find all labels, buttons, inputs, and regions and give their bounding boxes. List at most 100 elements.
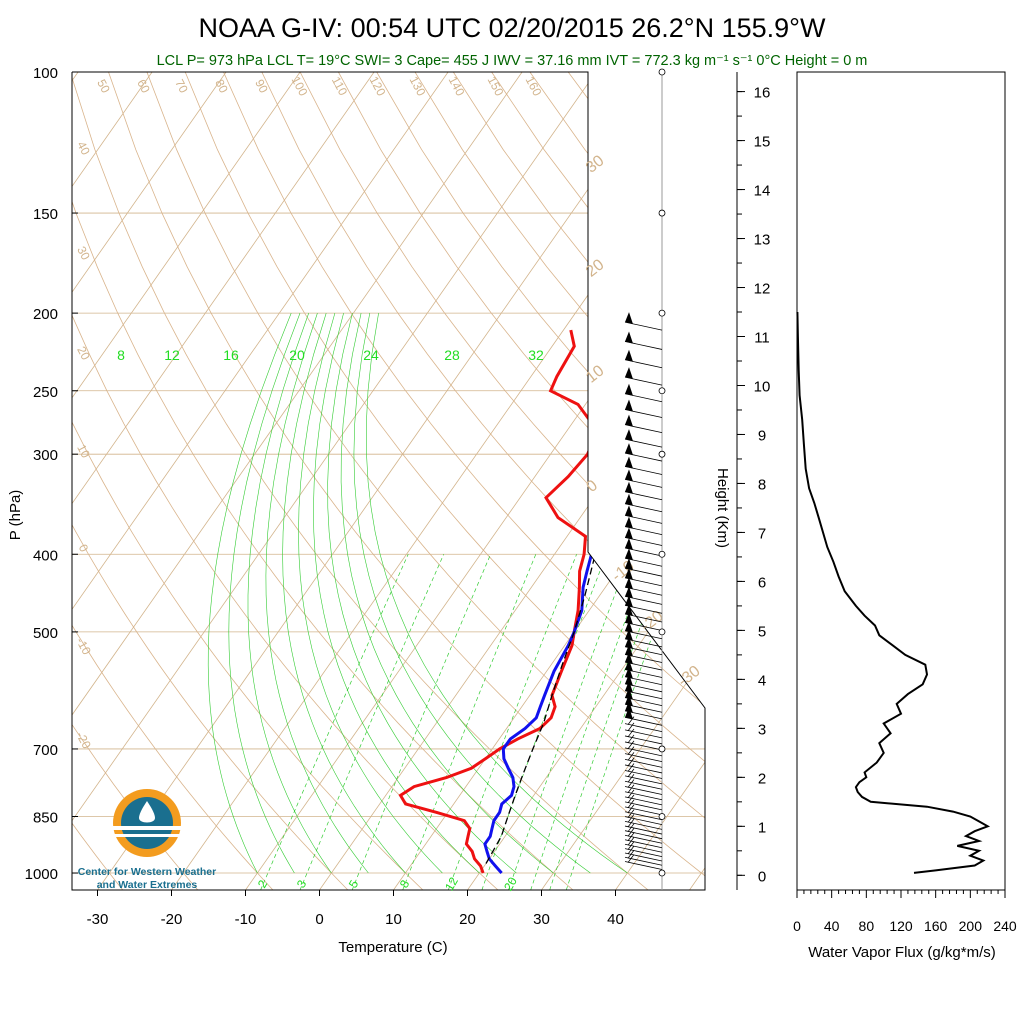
mixing-ratio-line [508, 554, 631, 890]
height-tick-label: 11 [754, 330, 770, 347]
wind-barb [624, 801, 663, 811]
wind-barb-feather [627, 779, 635, 788]
chart-title: NOAA G-IV: 00:54 UTC 02/20/2015 26.2°N 1… [199, 13, 826, 43]
cw3e-logo: Center for Western Weather and Water Ext… [78, 789, 216, 891]
x-tick-label: -10 [235, 911, 257, 928]
x-tick-label: 10 [385, 911, 402, 928]
skew-t-frame [71, 71, 706, 891]
wind-barb [624, 741, 663, 751]
isotherm-label: 100 [289, 74, 311, 99]
wind-barb-flag [625, 383, 633, 396]
moist-adiabat [340, 313, 554, 874]
y-tick-label: 400 [33, 547, 58, 564]
wind-barb-flag [625, 567, 633, 580]
y-tick-label: 700 [33, 742, 58, 759]
wind-barb-feather [627, 740, 635, 750]
wind-barb-feather [627, 794, 635, 804]
wind-barb-flag [625, 469, 633, 482]
moist-adiabat [313, 313, 480, 874]
wind-barb-flag [625, 687, 633, 700]
wind-barb-flag [625, 493, 633, 506]
isotherm-label: 160 [523, 74, 545, 99]
wind-barb [624, 770, 663, 779]
wind-barb [624, 753, 663, 763]
wind-barb-flag [625, 399, 633, 412]
isotherm [72, 72, 523, 890]
flux-tick-label: 240 [993, 918, 1017, 934]
wind-barb-feather [627, 828, 635, 837]
wind-barb-flag [625, 586, 633, 599]
wind-barb-flag [625, 331, 633, 344]
wind-barb-flag [625, 516, 633, 529]
isotherm [319, 72, 705, 890]
barb-station-circle [658, 68, 666, 76]
isotherm [615, 72, 705, 890]
wind-barb-flag [625, 636, 633, 649]
mixing-ratio-label: 8 [397, 877, 413, 890]
barb-station-circle [658, 628, 666, 636]
barb-station-circle [658, 745, 666, 753]
x-axis-label: Temperature (C) [338, 939, 447, 956]
moist-adiabat [298, 313, 443, 874]
wind-barb-flag [625, 680, 633, 693]
dry-adiabat [529, 72, 705, 890]
moist-adiabat [228, 312, 301, 874]
mixing-ratio-line [530, 554, 651, 890]
isotherm [467, 72, 705, 890]
height-tick-label: 1 [758, 819, 766, 836]
isotherm-label: 90 [252, 77, 271, 96]
wind-barb-flag [625, 707, 633, 720]
mixing-ratio-label: 20 [501, 874, 520, 893]
wind-barb-feather [627, 845, 635, 855]
flux-tick-label: 40 [824, 918, 840, 934]
height-tick-label: 12 [754, 281, 771, 298]
y-tick-label: 150 [33, 206, 58, 223]
wind-barb [624, 764, 663, 774]
isotherm-label: -20 [73, 729, 94, 751]
mixing-ratio-label: 20 [289, 347, 305, 363]
skew-t-axes: 50 60 70 80 90 100 110 120 130 140 150 160403020100… [25, 65, 704, 928]
height-tick-label: 10 [754, 378, 771, 395]
isotherm [171, 72, 705, 890]
y-tick-label: 250 [33, 384, 58, 401]
wind-barb [624, 758, 663, 768]
mixing-ratio-label: 8 [117, 347, 125, 363]
height-tick-label: 6 [758, 574, 766, 591]
isotherm [72, 72, 301, 890]
logo-wave-2 [113, 834, 181, 837]
wind-barb-flag [625, 666, 633, 679]
height-tick-label: 14 [754, 183, 771, 200]
height-tick-label: 0 [758, 868, 766, 885]
x-tick-label: 20 [459, 911, 476, 928]
dry-adiabat [184, 72, 705, 890]
dry-adiabat [72, 72, 199, 890]
wind-barb-feather [627, 804, 635, 813]
dry-adiabat [338, 72, 705, 890]
isotherm-label: 40 [74, 139, 93, 158]
wind-barb-flag [625, 577, 633, 590]
dry-adiabat-label: -30 [675, 663, 704, 691]
mixing-ratio-line [549, 554, 668, 890]
wind-barb-feather [627, 850, 635, 859]
height-tick-label: 3 [758, 721, 766, 738]
wind-barb-feather [627, 789, 635, 799]
wind-barb-flag [625, 673, 633, 686]
isotherm-label: 30 [74, 244, 93, 263]
skew-t-background [72, 72, 705, 890]
dry-adiabat-label: -10 [609, 558, 638, 586]
mixing-ratio-line [447, 554, 577, 890]
height-axis-label: Height (Km) [714, 468, 731, 548]
mixing-ratio-label: 12 [164, 347, 180, 363]
height-tick-label: 8 [758, 476, 766, 493]
isotherm [72, 72, 449, 890]
isotherm-label: 130 [407, 74, 429, 99]
mixing-ratio-line [260, 554, 409, 890]
wind-barb-flag [625, 312, 633, 325]
barb-station-circle [658, 550, 666, 558]
wind-barb [624, 723, 663, 733]
wind-barb-flag [625, 628, 633, 641]
flux-tick-label: 120 [889, 918, 913, 934]
wind-barb-feather [627, 823, 635, 832]
